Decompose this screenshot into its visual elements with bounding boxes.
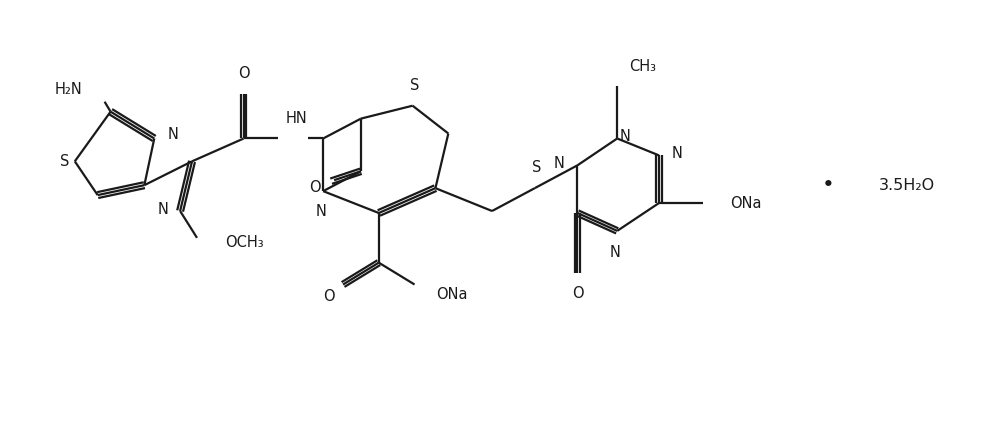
Text: OCH₃: OCH₃ xyxy=(225,235,263,250)
Text: ONa: ONa xyxy=(436,288,468,302)
Text: HN: HN xyxy=(285,110,307,126)
Text: O: O xyxy=(323,289,335,305)
Text: 3.5H₂O: 3.5H₂O xyxy=(879,178,935,192)
Text: S: S xyxy=(532,160,541,175)
Text: O: O xyxy=(572,286,583,300)
Text: N: N xyxy=(316,204,327,219)
Text: H₂N: H₂N xyxy=(55,82,83,97)
Text: N: N xyxy=(157,201,168,217)
Text: O: O xyxy=(310,180,321,195)
Text: •: • xyxy=(821,175,834,195)
Text: N: N xyxy=(554,156,565,171)
Text: S: S xyxy=(60,154,70,169)
Text: ONa: ONa xyxy=(730,195,762,211)
Text: S: S xyxy=(410,78,419,93)
Text: O: O xyxy=(238,66,250,81)
Text: N: N xyxy=(167,127,178,142)
Text: N: N xyxy=(610,245,621,260)
Text: CH₃: CH₃ xyxy=(629,59,656,74)
Text: N: N xyxy=(619,129,630,144)
Text: N: N xyxy=(672,146,683,161)
